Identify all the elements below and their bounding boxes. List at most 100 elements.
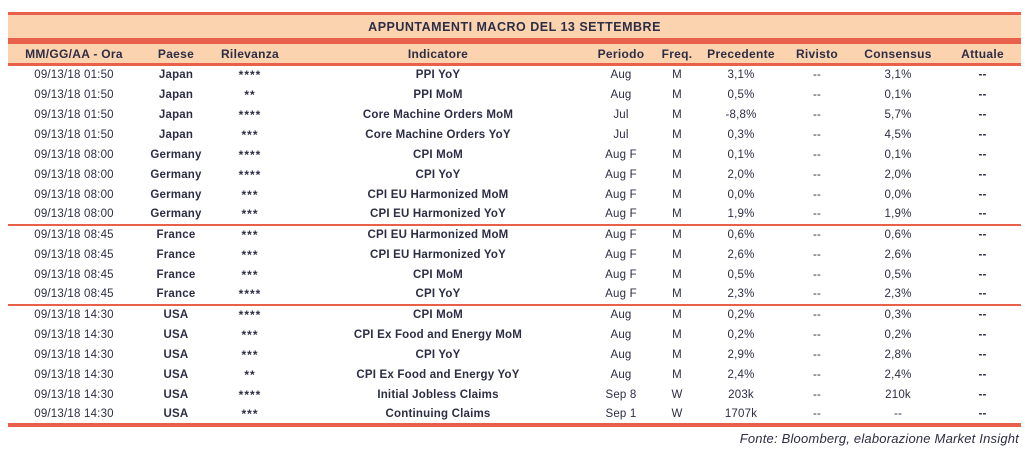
cell-relevance: *** — [241, 127, 259, 142]
cell-relevance: **** — [238, 167, 262, 182]
cell-actual: -- — [978, 348, 987, 361]
cell-period: Aug F — [605, 148, 637, 161]
col-header-actual: Attuale — [944, 41, 1022, 66]
table-row: 09/13/18 08:45 France **** CPI YoY Aug F… — [8, 285, 1021, 305]
cell-relevance: ** — [244, 87, 256, 102]
cell-freq: W — [671, 407, 683, 420]
cell-previous: 3,1% — [727, 69, 755, 82]
cell-freq: M — [672, 148, 682, 161]
cell-actual: -- — [978, 148, 987, 161]
cell-country: USA — [163, 388, 189, 401]
cell-consensus: 2,6% — [884, 248, 912, 261]
cell-period: Aug F — [605, 168, 637, 181]
cell-period: Aug — [588, 303, 654, 325]
cell-previous: 1,9% — [727, 208, 755, 220]
cell-indicator: CPI YoY — [415, 348, 461, 361]
cell-freq: M — [672, 288, 682, 300]
cell-datetime: 09/13/18 08:45 — [8, 223, 140, 245]
cell-indicator: Initial Jobless Claims — [377, 388, 499, 401]
page-title: APPUNTAMENTI MACRO DEL 13 SETTEMBRE — [8, 12, 1022, 41]
cell-relevance: *** — [241, 207, 259, 221]
cell-period: Aug — [610, 368, 632, 381]
cell-consensus: 2,0% — [884, 168, 912, 181]
cell-indicator: CPI Ex Food and Energy MoM — [353, 328, 523, 341]
cell-freq: M — [672, 268, 682, 281]
cell-period: Aug — [610, 88, 632, 101]
cell-consensus: 0,5% — [884, 268, 912, 281]
cell-country: Germany — [150, 208, 202, 220]
cell-datetime: 09/13/18 14:30 — [34, 368, 114, 381]
cell-datetime: 09/13/18 01:50 — [34, 88, 114, 101]
cell-indicator: CPI YoY — [415, 288, 461, 300]
col-header-consensus: Consensus — [852, 41, 944, 66]
cell-relevance: *** — [212, 223, 288, 245]
cell-consensus: 0,6% — [852, 223, 944, 245]
cell-freq: M — [672, 188, 682, 201]
cell-consensus: 0,1% — [884, 88, 912, 101]
cell-revised: -- — [812, 69, 822, 82]
cell-period: Aug F — [605, 248, 637, 261]
cell-country: Germany — [150, 188, 202, 201]
cell-actual: -- — [978, 88, 987, 101]
cell-freq: M — [672, 348, 682, 361]
col-header-revised: Rivisto — [782, 41, 852, 66]
cell-consensus: 4,5% — [884, 128, 912, 141]
cell-country: Japan — [158, 108, 194, 121]
cell-freq: M — [672, 108, 682, 121]
cell-indicator: CPI MoM — [413, 268, 463, 281]
cell-actual: -- — [978, 188, 987, 201]
cell-consensus: -- — [893, 407, 903, 420]
table-row: 09/13/18 14:30 USA **** Initial Jobless … — [8, 385, 1021, 405]
table-body: 09/13/18 01:50 Japan **** PPI YoY Aug M … — [8, 65, 1022, 425]
cell-indicator: Continuing Claims — [385, 407, 491, 420]
cell-previous: 0,2% — [700, 303, 782, 325]
cell-revised: -- — [812, 208, 822, 220]
cell-actual: -- — [978, 288, 987, 300]
cell-previous: 0,6% — [700, 223, 782, 245]
table-row: 09/13/18 14:30 USA **** CPI MoM Aug M 0,… — [8, 303, 1022, 325]
cell-country: France — [140, 223, 212, 245]
cell-indicator: CPI EU Harmonized MoM — [288, 223, 588, 245]
cell-actual: -- — [978, 69, 987, 82]
cell-country: France — [156, 248, 196, 261]
cell-period: Aug F — [588, 223, 654, 245]
cell-previous: -8,8% — [725, 108, 757, 121]
cell-country: Germany — [150, 148, 202, 161]
cell-period: Aug — [610, 348, 632, 361]
cell-actual: -- — [978, 108, 987, 121]
col-header-freq: Freq. — [654, 41, 700, 66]
cell-period: Aug F — [605, 188, 637, 201]
cell-revised: -- — [812, 268, 822, 281]
cell-previous: 2,3% — [727, 288, 755, 300]
cell-actual: -- — [978, 388, 987, 401]
cell-datetime: 09/13/18 01:50 — [34, 128, 114, 141]
cell-relevance: **** — [238, 147, 262, 162]
cell-relevance: *** — [241, 267, 259, 282]
col-header-country: Paese — [140, 41, 212, 66]
title-row: APPUNTAMENTI MACRO DEL 13 SETTEMBRE — [8, 12, 1022, 41]
cell-consensus: 210k — [885, 388, 911, 401]
table-row: 09/13/18 08:00 Germany **** CPI MoM Aug … — [8, 145, 1021, 165]
table-row: 09/13/18 01:50 Japan **** PPI YoY Aug M … — [8, 65, 1021, 85]
cell-country: USA — [163, 328, 189, 341]
cell-datetime: 09/13/18 14:30 — [34, 328, 114, 341]
cell-period: Sep 8 — [605, 388, 637, 401]
cell-country: Japan — [158, 69, 194, 82]
cell-indicator: CPI EU Harmonized YoY — [369, 248, 507, 261]
cell-previous: 0,3% — [727, 128, 755, 141]
cell-actual: -- — [944, 303, 1022, 325]
cell-country: USA — [163, 368, 189, 381]
cell-indicator: CPI MoM — [413, 148, 463, 161]
cell-freq: M — [672, 88, 682, 101]
table-row: 09/13/18 08:45 France *** CPI MoM Aug F … — [8, 265, 1021, 285]
column-header-row: MM/GG/AA - Ora Paese Rilevanza Indicator… — [8, 41, 1022, 66]
cell-relevance: **** — [238, 387, 262, 402]
col-header-period: Periodo — [588, 41, 654, 66]
table-row: 09/13/18 01:50 Japan **** Core Machine O… — [8, 105, 1021, 125]
cell-datetime: 09/13/18 08:00 — [34, 188, 114, 201]
cell-revised: -- — [812, 128, 822, 141]
table-row: 09/13/18 14:30 USA *** Continuing Claims… — [8, 405, 1021, 425]
cell-relevance: *** — [241, 406, 259, 421]
cell-revised: -- — [812, 148, 822, 161]
cell-freq: M — [654, 223, 700, 245]
